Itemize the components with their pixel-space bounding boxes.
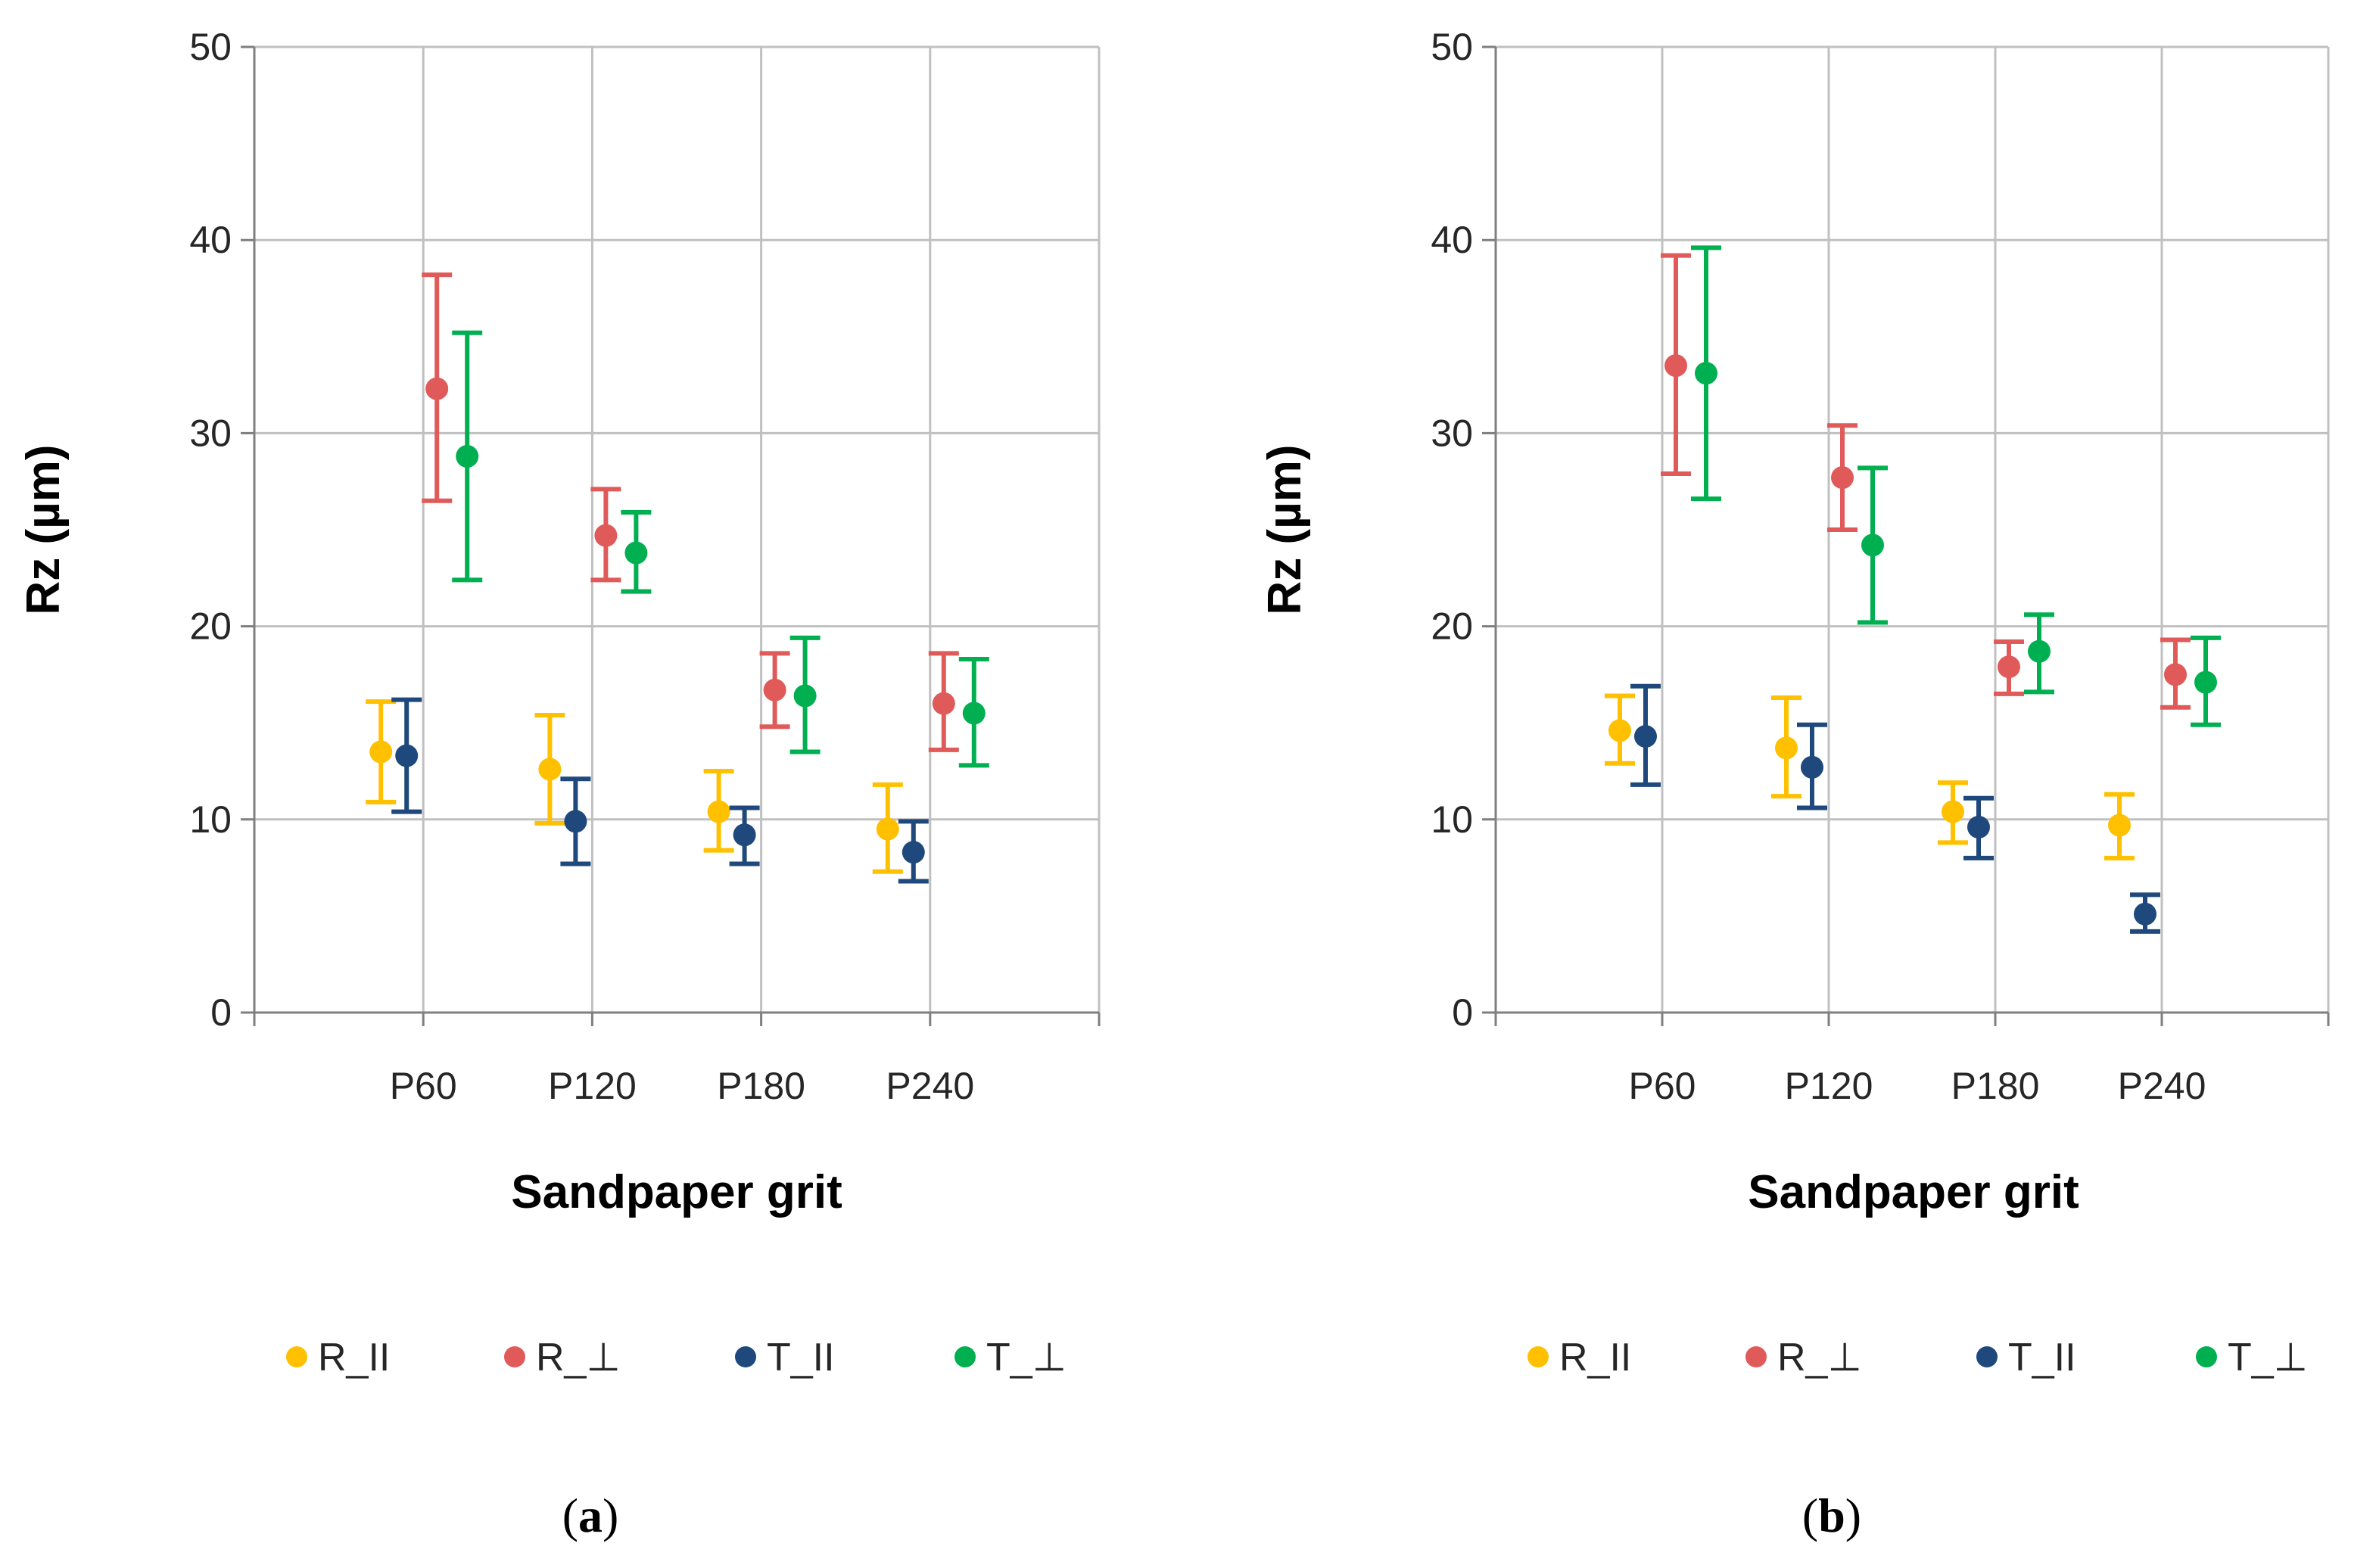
- x-tick-label: P120: [548, 1065, 637, 1107]
- legend-label: T_⊥: [986, 1336, 1067, 1380]
- data-point: [564, 810, 587, 833]
- y-tick-label: 10: [1431, 798, 1473, 841]
- y-tick-label: 10: [189, 798, 232, 841]
- y-tick-label: 20: [189, 605, 232, 648]
- x-tick-label: P240: [2118, 1065, 2206, 1107]
- data-point: [1861, 534, 1884, 557]
- x-tick-label: P60: [1629, 1065, 1696, 1107]
- data-point: [395, 744, 419, 767]
- legend-marker: [954, 1346, 976, 1367]
- data-point: [1998, 655, 2020, 679]
- y-tick-label: 30: [189, 412, 232, 454]
- legend-marker: [1976, 1346, 1998, 1367]
- data-point: [733, 823, 756, 847]
- data-point: [456, 445, 479, 468]
- caption-part: ): [603, 1489, 618, 1542]
- data-point: [1942, 800, 1964, 823]
- legend-label: R_⊥: [536, 1336, 621, 1380]
- chart-panel-b: 0 10 20 30 40 50 P60 P120 P180 P240 Sandpaper grit…: [1259, 26, 2330, 1542]
- caption-part: b: [1818, 1489, 1845, 1542]
- y-tick-label: 50: [1431, 26, 1473, 68]
- data-point: [1967, 816, 1990, 839]
- x-tick-label: P180: [1951, 1065, 2040, 1107]
- y-axis-title: Rz (µm): [1259, 444, 1311, 614]
- y-tick-label: 50: [189, 26, 232, 68]
- legend-marker: [1745, 1346, 1767, 1367]
- data-point: [1634, 725, 1657, 748]
- data-point: [2108, 814, 2131, 837]
- data-point: [425, 377, 449, 400]
- x-tick-label: P120: [1785, 1065, 1873, 1107]
- x-tick-label: P240: [886, 1065, 974, 1107]
- legend-marker: [2196, 1346, 2217, 1367]
- y-tick-label: 20: [1431, 605, 1473, 648]
- data-point: [932, 692, 955, 715]
- data-point: [2194, 670, 2217, 694]
- x-axis-title: Sandpaper grit: [511, 1166, 842, 1218]
- panel-caption: (a): [562, 1489, 619, 1542]
- legend-label: T_II: [2008, 1336, 2076, 1380]
- caption-part: a: [578, 1489, 603, 1542]
- data-point: [538, 758, 562, 781]
- chart-panel-a: 0 10 20 30 40 50 P60 P120 P180 P240 Sandpaper grit…: [17, 26, 1101, 1542]
- data-point: [763, 678, 786, 702]
- data-point: [2028, 639, 2051, 663]
- data-point: [1801, 755, 1823, 779]
- y-tick-label: 40: [189, 219, 232, 261]
- data-point: [2134, 902, 2156, 926]
- data-point: [1608, 719, 1631, 742]
- legend-label: R_⊥: [1777, 1336, 1862, 1380]
- x-tick-label: P180: [717, 1065, 805, 1107]
- data-point: [2164, 663, 2187, 686]
- data-point: [902, 841, 925, 864]
- legend-label: R_II: [318, 1336, 390, 1380]
- y-axis-title: Rz (µm): [17, 444, 70, 614]
- y-tick-label: 30: [1431, 412, 1473, 454]
- legend-marker: [286, 1346, 307, 1367]
- data-point: [1664, 354, 1687, 378]
- x-axis-title: Sandpaper grit: [1748, 1166, 2079, 1218]
- legend-marker: [735, 1346, 756, 1367]
- panel-caption: (b): [1802, 1489, 1861, 1542]
- legend-label: T_II: [767, 1336, 835, 1380]
- legend-marker: [504, 1346, 525, 1367]
- data-point: [1831, 466, 1854, 490]
- caption-part: ): [1845, 1489, 1861, 1542]
- y-tick-label: 0: [210, 991, 232, 1034]
- data-point: [876, 817, 899, 841]
- data-point: [594, 524, 618, 547]
- caption-part: (: [562, 1489, 578, 1542]
- x-tick-label: P60: [390, 1065, 457, 1107]
- data-point: [624, 541, 648, 565]
- data-point: [793, 684, 817, 708]
- data-point: [707, 800, 730, 823]
- y-tick-label: 40: [1431, 219, 1473, 261]
- caption-part: (: [1802, 1489, 1818, 1542]
- y-tick-label: 0: [1452, 991, 1473, 1034]
- data-point: [962, 702, 986, 725]
- legend-label: R_II: [1559, 1336, 1631, 1380]
- data-point: [1775, 736, 1798, 760]
- legend-marker: [1527, 1346, 1549, 1367]
- data-point: [369, 740, 393, 764]
- data-point: [1695, 362, 1717, 385]
- legend-label: T_⊥: [2228, 1336, 2308, 1380]
